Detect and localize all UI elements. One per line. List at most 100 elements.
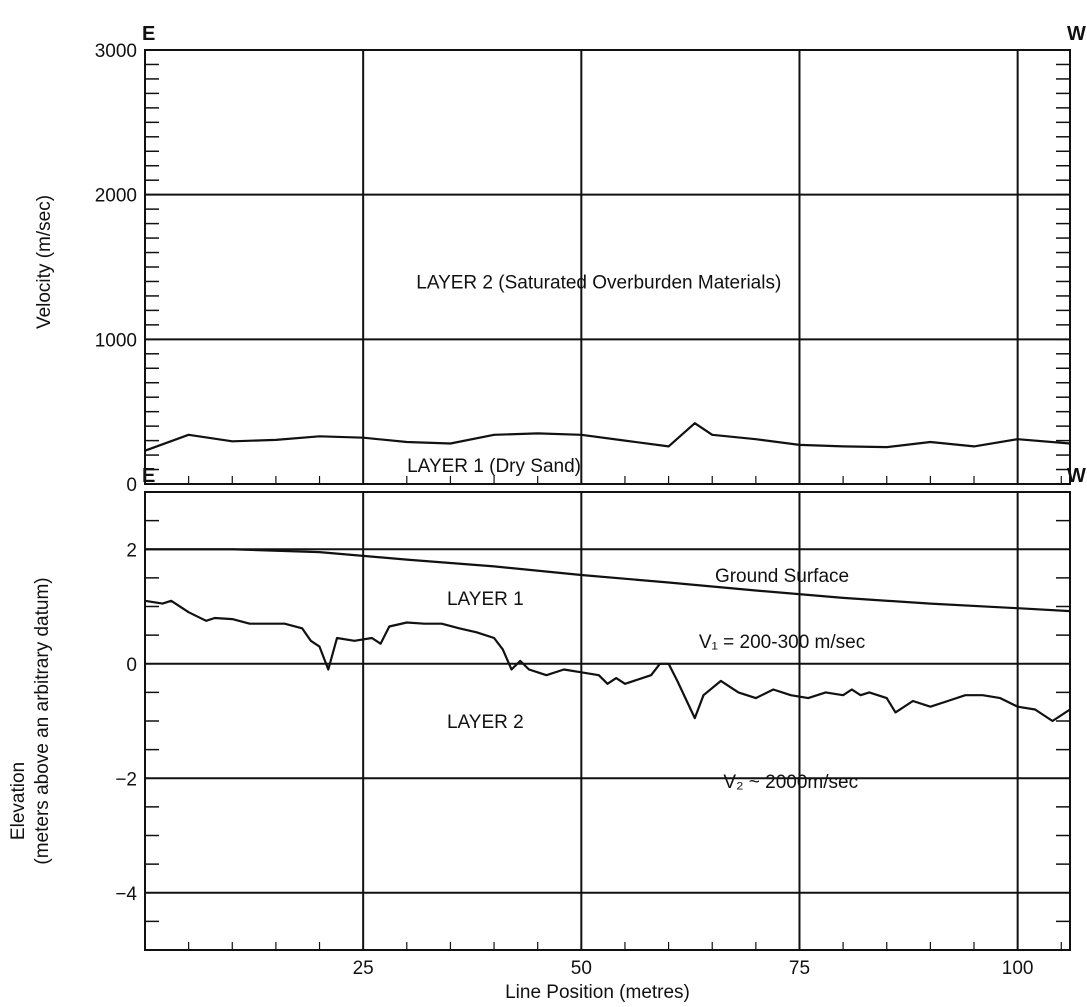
data-point (187, 434, 190, 436)
data-point (187, 611, 190, 614)
data-point (501, 648, 504, 651)
data-point (1034, 708, 1036, 711)
y-axis-title: Velocity (m/sec) (34, 195, 55, 329)
corner-label-west: W (1067, 465, 1086, 487)
data-point (144, 548, 146, 551)
data-point (667, 445, 670, 448)
data-point (214, 617, 216, 619)
series-line (144, 599, 1071, 723)
corner-label-east: E (142, 23, 155, 45)
y-tick-label: −4 (115, 884, 137, 905)
data-point (580, 574, 583, 576)
annotation-label: LAYER 2 (Saturated Overburden Materials) (416, 272, 781, 293)
y-axis-title-secondary: (meters above an arbitrary datum) (32, 577, 53, 864)
data-point (1069, 610, 1071, 612)
data-point (405, 558, 408, 561)
data-point (798, 444, 801, 446)
data-point (283, 622, 286, 625)
data-point (1069, 708, 1071, 711)
data-point (144, 599, 146, 602)
data-point (842, 694, 844, 697)
data-point (807, 697, 810, 699)
data-point (842, 445, 844, 448)
data-point (388, 625, 391, 628)
x-axis-title: Line Position (metres) (505, 982, 690, 1003)
data-point (842, 597, 844, 599)
data-point (606, 682, 609, 685)
data-point (371, 637, 373, 639)
data-point (405, 441, 408, 443)
data-point (266, 622, 268, 625)
data-point (405, 621, 408, 624)
data-point (205, 620, 207, 622)
plot-frame (144, 491, 1071, 951)
data-point (929, 441, 932, 443)
data-point (1069, 442, 1071, 445)
data-point (144, 449, 146, 452)
y-tick-label: 1000 (95, 330, 137, 351)
data-point (353, 640, 356, 642)
data-point (449, 442, 452, 445)
series-line (145, 548, 1071, 613)
x-tick-label: 100 (1002, 958, 1034, 979)
data-point (597, 674, 600, 676)
data-point (737, 691, 740, 694)
annotation-label: V₂ ~ 2000m/sec (723, 772, 858, 793)
data-point (868, 691, 871, 694)
data-point (659, 662, 661, 665)
data-point (667, 581, 670, 584)
data-point (519, 660, 522, 662)
data-point (161, 602, 164, 605)
data-point (667, 662, 670, 665)
data-point (755, 697, 757, 699)
data-point (536, 432, 539, 435)
data-point (755, 589, 757, 592)
data-point (1016, 705, 1019, 708)
data-point (772, 688, 775, 691)
data-point (711, 434, 714, 436)
data-point (650, 674, 652, 676)
data-point (720, 680, 722, 682)
data-point (336, 637, 338, 639)
plot-frame (144, 49, 1071, 485)
y-tick-label: 2 (126, 540, 137, 561)
data-point (615, 677, 618, 679)
data-point (851, 688, 853, 691)
data-point (563, 668, 565, 671)
series-line (144, 422, 1071, 452)
data-point (248, 622, 251, 625)
y-tick-label: 2000 (95, 186, 137, 207)
data-point (536, 671, 539, 674)
x-tick-label: 75 (789, 958, 810, 979)
elevation-panel: 2 0 −2 −4 25 50 75 100 E W Ground Surface LAYER 1 V₁… (8, 465, 1086, 1003)
annotation-label: LAYER 2 (447, 712, 524, 733)
data-point (493, 565, 495, 568)
data-point (580, 671, 583, 674)
data-point (327, 668, 330, 671)
data-point (362, 436, 364, 439)
data-point (475, 631, 478, 634)
annotation-label: LAYER 1 (447, 589, 524, 610)
data-point (693, 422, 696, 425)
y-tick-label: 0 (126, 655, 137, 676)
annotation-label: V₁ = 200-300 m/sec (699, 632, 865, 653)
data-point (1016, 607, 1019, 610)
data-point (275, 439, 277, 441)
x-tick-label: 50 (571, 958, 592, 979)
data-point (789, 694, 792, 697)
y-tick-label: −2 (115, 769, 137, 790)
y-tick-label: 3000 (95, 41, 137, 62)
data-point (170, 599, 172, 602)
data-point (423, 622, 426, 625)
data-point (912, 700, 914, 702)
data-point (528, 668, 530, 671)
data-point (702, 694, 705, 697)
data-point (493, 637, 495, 639)
data-point (885, 446, 888, 448)
data-point (231, 548, 234, 551)
data-point (964, 694, 967, 697)
data-point (310, 640, 312, 642)
data-point (999, 697, 1001, 699)
